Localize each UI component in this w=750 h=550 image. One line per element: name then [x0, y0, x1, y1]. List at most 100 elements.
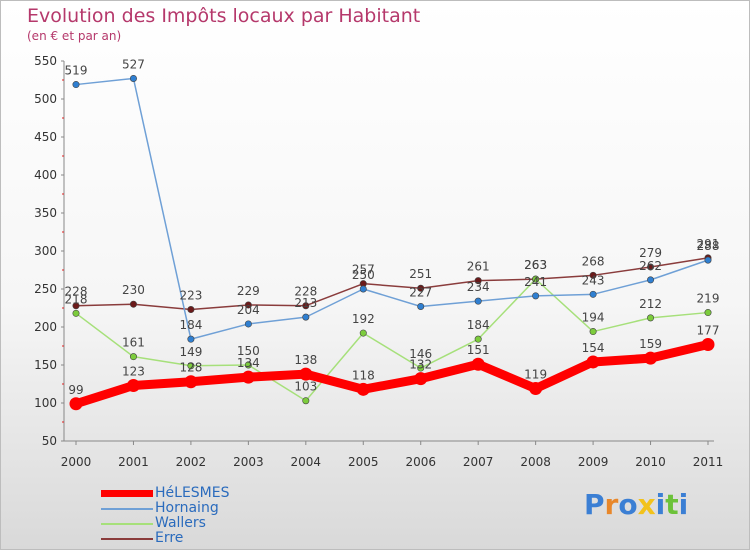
data-point	[704, 256, 712, 264]
logo-letter: i	[655, 488, 666, 521]
data-point	[302, 302, 310, 310]
data-label: 146	[409, 347, 432, 361]
data-label: 223	[179, 289, 202, 303]
legend-item-erre: Erre	[101, 531, 229, 546]
data-point	[471, 357, 485, 371]
data-point	[586, 355, 600, 369]
legend-swatch-hornaing	[101, 507, 153, 510]
data-label: 159	[639, 337, 662, 351]
x-tick-label: 2005	[348, 455, 379, 469]
data-label: 151	[467, 343, 490, 357]
data-label: 519	[65, 64, 88, 78]
data-label: 132	[409, 358, 432, 372]
legend-label-hornaing: Hornaing	[155, 500, 219, 516]
data-point	[474, 335, 482, 343]
data-label: 184	[179, 318, 202, 332]
legend-label-helesmes: HéLESMES	[155, 485, 230, 501]
data-point	[359, 329, 367, 337]
y-tick-label: 300	[34, 244, 57, 258]
y-tick-label: 350	[34, 206, 57, 220]
x-tick-label: 2004	[291, 455, 322, 469]
data-label: 154	[582, 341, 605, 355]
y-tick-label: 550	[34, 54, 57, 68]
x-tick-label: 2002	[176, 455, 207, 469]
data-point	[532, 292, 540, 300]
data-label: 250	[352, 268, 375, 282]
series-line-2	[75, 278, 709, 402]
x-tick-label: 2011	[693, 455, 724, 469]
logo-letter: x	[637, 488, 656, 521]
data-label: 257	[352, 263, 375, 277]
data-point	[704, 309, 712, 317]
data-label: 263	[524, 258, 547, 272]
data-label: 177	[697, 323, 720, 337]
data-label: 268	[582, 254, 605, 268]
data-label: 184	[467, 318, 490, 332]
legend: HéLESMES Hornaing Wallers Erre	[101, 486, 229, 546]
data-label: 279	[639, 246, 662, 260]
series-line-1	[75, 77, 709, 340]
data-label: 194	[582, 311, 605, 325]
logo-letter: i	[678, 488, 689, 521]
chart-subtitle: (en € et par an)	[27, 29, 122, 43]
series-line-3	[75, 257, 709, 311]
data-label: 219	[697, 292, 720, 306]
data-label: 263	[524, 258, 547, 272]
data-point	[72, 81, 80, 89]
data-label: 251	[409, 267, 432, 281]
data-point	[299, 367, 313, 381]
series-line-0	[71, 339, 713, 409]
data-label: 262	[639, 259, 662, 273]
data-point	[356, 382, 370, 396]
x-tick-label: 2009	[578, 455, 609, 469]
data-label: 212	[639, 297, 662, 311]
x-tick-label: 2003	[233, 455, 264, 469]
data-label: 192	[352, 312, 375, 326]
y-tick-label: 150	[34, 358, 57, 372]
y-tick-label: 50	[42, 434, 57, 448]
x-tick-label: 2010	[635, 455, 666, 469]
chart-title: Evolution des Impôts locaux par Habitant	[27, 5, 421, 27]
data-point	[474, 297, 482, 305]
data-point	[417, 284, 425, 292]
data-point	[72, 309, 80, 317]
logo-letter: r	[604, 488, 619, 521]
data-point	[72, 302, 80, 310]
data-point	[417, 364, 425, 372]
data-point	[359, 285, 367, 293]
data-label: 213	[294, 296, 317, 310]
legend-swatch-helesmes	[101, 490, 153, 497]
data-point	[644, 351, 658, 365]
legend-swatch-wallers	[101, 522, 153, 525]
data-point	[701, 337, 715, 351]
data-label: 261	[467, 260, 490, 274]
data-point	[474, 277, 482, 285]
data-point	[589, 328, 597, 336]
data-point	[187, 306, 195, 314]
data-point	[187, 335, 195, 343]
data-point	[414, 372, 428, 386]
data-label: 138	[294, 353, 317, 367]
x-tick-label: 2001	[118, 455, 149, 469]
data-label: 103	[294, 380, 317, 394]
data-point	[647, 276, 655, 284]
data-label: 291	[697, 237, 720, 251]
data-point	[129, 300, 137, 308]
data-label: 243	[582, 273, 605, 287]
x-tick-label: 2007	[463, 455, 494, 469]
legend-label-erre: Erre	[155, 530, 184, 546]
logo-letter: P	[584, 488, 605, 521]
data-label: 99	[68, 383, 83, 397]
proxiti-logo: Proxiti	[584, 488, 688, 521]
data-label: 228	[294, 285, 317, 299]
legend-label-wallers: Wallers	[155, 515, 206, 531]
data-point	[187, 362, 195, 370]
data-label: 527	[122, 57, 145, 71]
data-label: 123	[122, 365, 145, 379]
y-tick-label: 200	[34, 320, 57, 334]
x-tick-label: 2006	[405, 455, 436, 469]
data-point	[244, 320, 252, 328]
data-label: 241	[524, 275, 547, 289]
